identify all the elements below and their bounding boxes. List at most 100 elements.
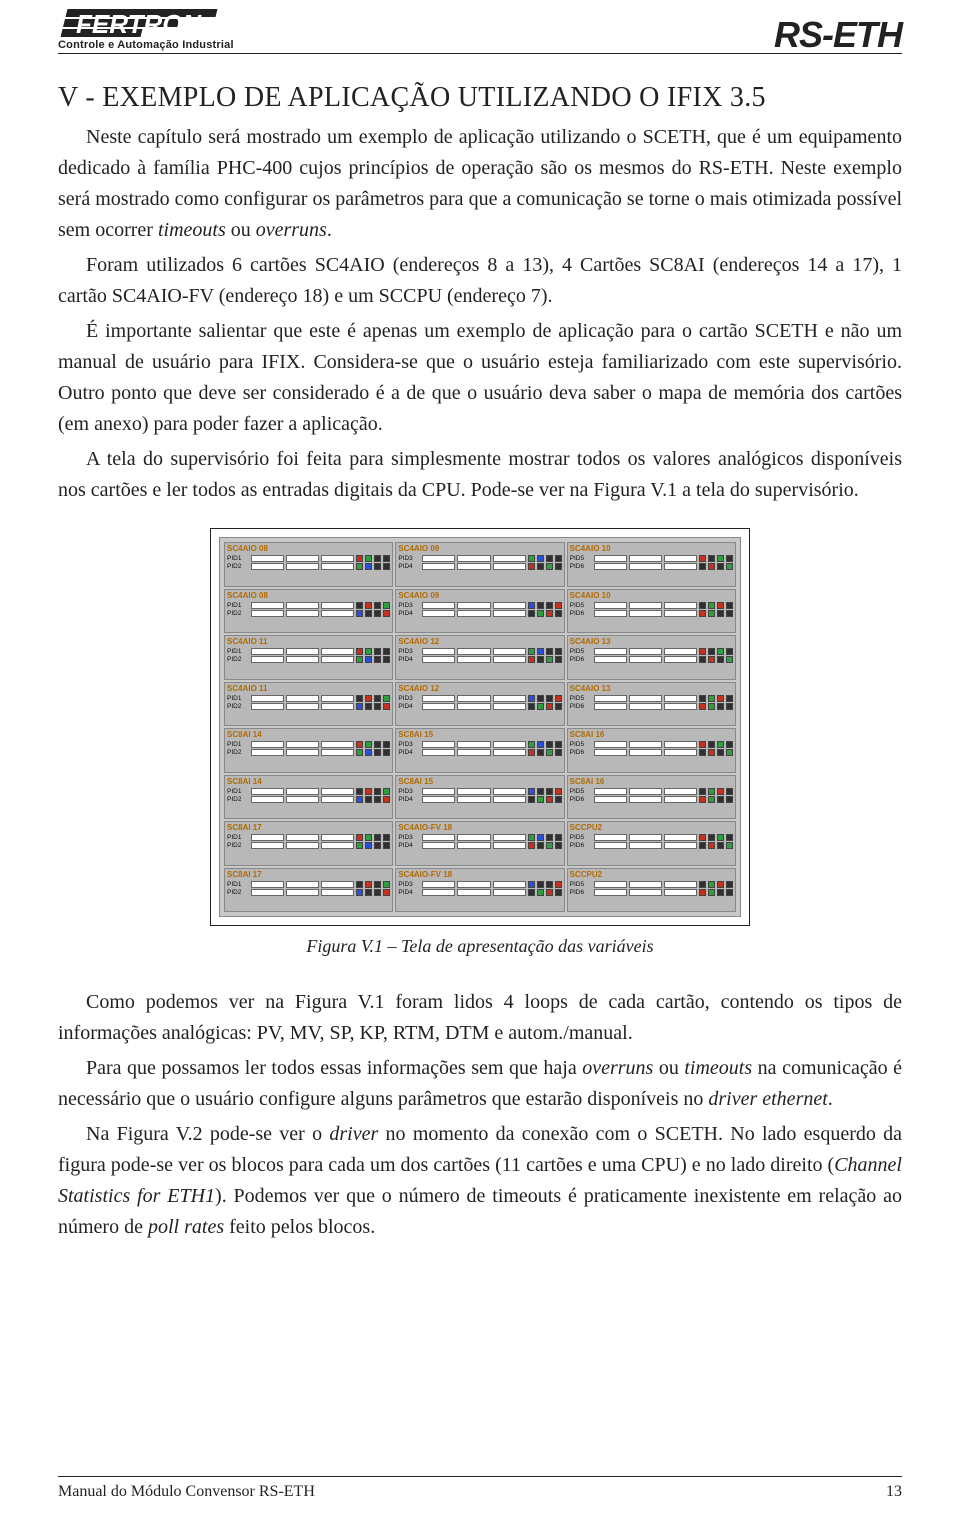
row-label: PID1	[227, 648, 249, 655]
indicator-icon	[708, 741, 715, 748]
panel: SC8AI 14PID1PID2	[224, 728, 393, 773]
indicator-icon	[383, 695, 390, 702]
value-cell	[594, 656, 627, 663]
value-cell	[457, 555, 490, 562]
figure-caption: Figura V.1 – Tela de apresentação das va…	[58, 936, 902, 957]
indicator-icon	[383, 741, 390, 748]
page-footer: Manual do Módulo Convensor RS-ETH 13	[58, 1476, 902, 1501]
row-label: PID5	[570, 834, 592, 841]
p6-run4: .	[828, 1088, 833, 1110]
indicator-icon	[555, 695, 562, 702]
value-cell	[251, 741, 284, 748]
value-cell	[629, 741, 662, 748]
indicator-icon	[528, 703, 535, 710]
indicator-icon	[555, 889, 562, 896]
row-label: PID6	[570, 749, 592, 756]
value-cell	[594, 695, 627, 702]
value-cell	[457, 648, 490, 655]
indicator-icon	[528, 796, 535, 803]
logo-subtitle: Controle e Automação Industrial	[58, 40, 234, 51]
panel-row: PID4	[398, 749, 561, 756]
panel-row: PID3	[398, 648, 561, 655]
value-cell	[321, 881, 354, 888]
indicator-icon	[546, 788, 553, 795]
footer-left: Manual do Módulo Convensor RS-ETH	[58, 1483, 315, 1501]
panel: SC8AI 16PID5PID6	[567, 775, 736, 820]
indicator-icon	[699, 648, 706, 655]
value-cell	[457, 703, 490, 710]
value-cell	[457, 563, 490, 570]
indicator-icon	[717, 610, 724, 617]
indicator-icon	[537, 695, 544, 702]
indicator-icon	[374, 842, 381, 849]
indicator-icon	[726, 610, 733, 617]
panel-row: PID3	[398, 834, 561, 841]
indicator-icon	[555, 648, 562, 655]
row-label: PID3	[398, 834, 420, 841]
indicator-icon	[365, 602, 372, 609]
row-label: PID5	[570, 555, 592, 562]
indicator-icon	[374, 834, 381, 841]
indicator-icon	[374, 695, 381, 702]
row-label: PID1	[227, 695, 249, 702]
indicator-icon	[555, 834, 562, 841]
indicator-icon	[699, 741, 706, 748]
indicator-icon	[374, 555, 381, 562]
indicator-icon	[555, 842, 562, 849]
indicator-icon	[356, 695, 363, 702]
value-cell	[457, 881, 490, 888]
value-cell	[629, 648, 662, 655]
indicator-icon	[365, 563, 372, 570]
value-cell	[251, 788, 284, 795]
value-cell	[594, 703, 627, 710]
value-cell	[286, 656, 319, 663]
panel-row: PID6	[570, 842, 733, 849]
indicator-icon	[546, 555, 553, 562]
indicator-icon	[365, 889, 372, 896]
indicator-icon	[374, 889, 381, 896]
indicator-icon	[699, 749, 706, 756]
panel-row: PID1	[227, 834, 390, 841]
indicator-icon	[383, 889, 390, 896]
indicator-icon	[726, 648, 733, 655]
indicator-icon	[356, 889, 363, 896]
indicator-icon	[537, 749, 544, 756]
value-cell	[493, 648, 526, 655]
value-cell	[493, 656, 526, 663]
panel-title: SC4AIO 12	[398, 684, 561, 694]
row-label: PID2	[227, 610, 249, 617]
indicator-icon	[699, 796, 706, 803]
value-cell	[594, 555, 627, 562]
value-cell	[629, 889, 662, 896]
value-cell	[629, 842, 662, 849]
value-cell	[594, 610, 627, 617]
value-cell	[594, 881, 627, 888]
indicator-icon	[708, 695, 715, 702]
indicator-icon	[708, 788, 715, 795]
panel: SC8AI 15PID3PID4	[395, 728, 564, 773]
indicator-icon	[717, 563, 724, 570]
value-cell	[594, 889, 627, 896]
row-label: PID3	[398, 602, 420, 609]
value-cell	[422, 563, 455, 570]
indicator-icon	[699, 788, 706, 795]
row-label: PID2	[227, 563, 249, 570]
row-label: PID3	[398, 695, 420, 702]
indicator-icon	[699, 889, 706, 896]
value-cell	[457, 788, 490, 795]
panel-title: SC4AIO 10	[570, 544, 733, 554]
indicator-icon	[708, 796, 715, 803]
row-label: PID1	[227, 602, 249, 609]
panel: SCCPU2PID5PID6	[567, 868, 736, 913]
value-cell	[422, 555, 455, 562]
indicator-icon	[699, 695, 706, 702]
row-label: PID6	[570, 796, 592, 803]
indicator-icon	[555, 602, 562, 609]
value-cell	[664, 563, 697, 570]
value-cell	[664, 656, 697, 663]
indicator-icon	[726, 889, 733, 896]
value-cell	[629, 563, 662, 570]
panel-row: PID2	[227, 749, 390, 756]
panel: SC4AIO 12PID3PID4	[395, 635, 564, 680]
footer-page-number: 13	[886, 1483, 902, 1501]
